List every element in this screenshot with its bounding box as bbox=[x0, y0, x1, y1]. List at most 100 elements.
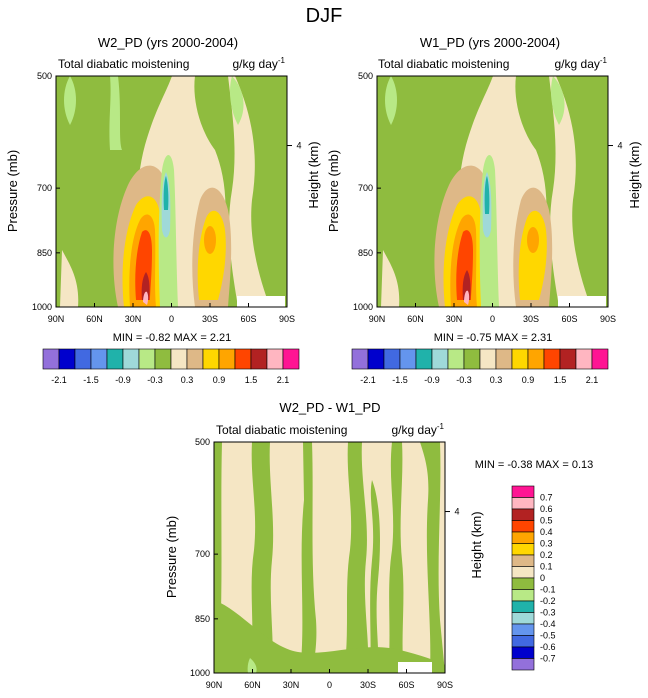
colorbar-swatch bbox=[463, 348, 481, 370]
contour-band-lightgreen bbox=[64, 76, 76, 125]
units-label: g/kg day-1 bbox=[233, 56, 286, 71]
colorbar-swatch bbox=[591, 348, 609, 370]
contour-band-green bbox=[250, 442, 274, 673]
colorbar-label: -0.6 bbox=[540, 642, 556, 652]
colorbar-swatch bbox=[495, 348, 513, 370]
colorbar-swatch bbox=[447, 348, 465, 370]
contour-band-orange bbox=[527, 227, 539, 253]
colorbar-label: 2.1 bbox=[586, 375, 599, 385]
panel-title: W2_PD - W1_PD bbox=[279, 400, 380, 415]
colorbar-label: 2.1 bbox=[277, 375, 290, 385]
contour-band-beige bbox=[60, 250, 79, 307]
colorbar-label: 1.5 bbox=[245, 375, 258, 385]
colorbar-label: 0.4 bbox=[540, 527, 553, 537]
contour-band-teal bbox=[484, 176, 490, 214]
colorbar-difference: 0.70.6 0.50.4 0.30.2 0.10 -0.1-0.2 -0.3-0.4 -0… bbox=[511, 485, 556, 671]
colorbar-label: 0.9 bbox=[213, 375, 226, 385]
colorbar-swatch bbox=[511, 520, 535, 533]
colorbar-swatch bbox=[282, 348, 300, 370]
colorbar-swatch bbox=[154, 348, 172, 370]
colorbar-swatch bbox=[74, 348, 92, 370]
colorbar-swatch bbox=[234, 348, 252, 370]
contour-band-green bbox=[370, 480, 380, 673]
x-tick-label: 30N bbox=[283, 680, 300, 690]
panel-subtitle-left: Total diabatic moistening bbox=[58, 57, 189, 71]
axes: 500 700 850 1000 90N 60N 30N 0 30S 60S 90S 4 bbox=[32, 71, 302, 324]
page-title: DJF bbox=[306, 5, 343, 27]
colorbar-swatch bbox=[511, 577, 535, 590]
panel-difference: W2_PD - W1_PD Total diabatic moistening … bbox=[164, 400, 593, 690]
x-tick-label: 0 bbox=[327, 680, 332, 690]
colorbar-label: -0.3 bbox=[456, 375, 472, 385]
colorbar-swatch bbox=[383, 348, 401, 370]
panel-w2-pd: W2_PD (yrs 2000-2004) Total diabatic moi… bbox=[5, 35, 321, 344]
colorbar-swatch bbox=[186, 348, 204, 370]
y-tick-label: 500 bbox=[358, 71, 373, 81]
y-axis-label-right: Height (km) bbox=[469, 511, 484, 578]
x-tick-label: 30S bbox=[523, 314, 539, 324]
x-tick-label: 0 bbox=[490, 314, 495, 324]
x-tick-label: 90N bbox=[369, 314, 386, 324]
y-axis-label: Pressure (mb) bbox=[164, 516, 179, 598]
x-tick-label: 60S bbox=[561, 314, 577, 324]
colorbar-label: -0.9 bbox=[424, 375, 440, 385]
y-tick-label: 1000 bbox=[32, 302, 52, 312]
colorbar-swatch bbox=[511, 554, 535, 567]
colorbar-swatch bbox=[266, 348, 284, 370]
colorbar-label: -0.1 bbox=[540, 585, 556, 595]
x-tick-label: 90N bbox=[48, 314, 65, 324]
colorbar-swatch bbox=[511, 543, 535, 556]
contour-band-green bbox=[388, 442, 404, 673]
colorbar-label: 0.7 bbox=[540, 493, 553, 503]
colorbar-label: -0.4 bbox=[540, 619, 556, 629]
colorbar-swatch bbox=[218, 348, 236, 370]
contour-band-beige bbox=[109, 76, 122, 150]
colorbar-swatch bbox=[122, 348, 140, 370]
colorbar-label: -0.3 bbox=[147, 375, 163, 385]
y-tick-label: 850 bbox=[358, 248, 373, 258]
colorbar-swatch bbox=[511, 348, 529, 370]
y-tick-label: 1000 bbox=[190, 668, 210, 678]
colorbar-label: -2.1 bbox=[360, 375, 376, 385]
colorbar-swatch bbox=[511, 589, 535, 602]
x-tick-label: 30N bbox=[125, 314, 142, 324]
contour-band-beige bbox=[381, 250, 400, 307]
plot-area bbox=[55, 75, 288, 308]
colorbar-swatch bbox=[511, 566, 535, 579]
colorbar-label: 0.5 bbox=[540, 516, 553, 526]
colorbar-swatch bbox=[90, 348, 108, 370]
y-tick-label: 500 bbox=[195, 437, 210, 447]
colorbar-label: 0.3 bbox=[490, 375, 503, 385]
contour-band-pink bbox=[143, 291, 149, 305]
contour-band-beige bbox=[228, 76, 270, 307]
y-tick-label: 500 bbox=[37, 71, 52, 81]
contour-band-green bbox=[344, 442, 369, 673]
y-tick-label: 850 bbox=[195, 614, 210, 624]
x-tick-label: 0 bbox=[169, 314, 174, 324]
y-tick-label: 1000 bbox=[353, 302, 373, 312]
colorbar-swatch bbox=[415, 348, 433, 370]
y-axis-label: Pressure (mb) bbox=[5, 150, 20, 232]
colorbar-swatch bbox=[511, 635, 535, 648]
contour-band-green bbox=[214, 600, 445, 673]
colorbar-swatch bbox=[559, 348, 577, 370]
y-tick-label: 700 bbox=[195, 549, 210, 559]
y-axis-label-right: Height (km) bbox=[627, 141, 642, 208]
colorbar-label: -0.5 bbox=[540, 631, 556, 641]
colorbar-swatch bbox=[511, 658, 535, 671]
panel-w1-pd: W1_PD (yrs 2000-2004) Total diabatic moi… bbox=[326, 35, 642, 344]
colorbar-swatch bbox=[575, 348, 593, 370]
colorbar-swatch bbox=[511, 623, 535, 636]
contour-band-green bbox=[420, 442, 445, 673]
colorbar-label: 0.3 bbox=[540, 539, 553, 549]
colorbar-label: -2.1 bbox=[51, 375, 67, 385]
units-label: g/kg day-1 bbox=[392, 422, 445, 437]
right-tick-label: 4 bbox=[617, 141, 622, 151]
missing-data-patch bbox=[558, 296, 606, 307]
colorbar-label: 0.6 bbox=[540, 504, 553, 514]
contour-band-darkred bbox=[141, 272, 150, 300]
contour-band-teal bbox=[163, 176, 169, 210]
contour-band-orange bbox=[204, 226, 216, 254]
plot-area bbox=[213, 441, 446, 674]
